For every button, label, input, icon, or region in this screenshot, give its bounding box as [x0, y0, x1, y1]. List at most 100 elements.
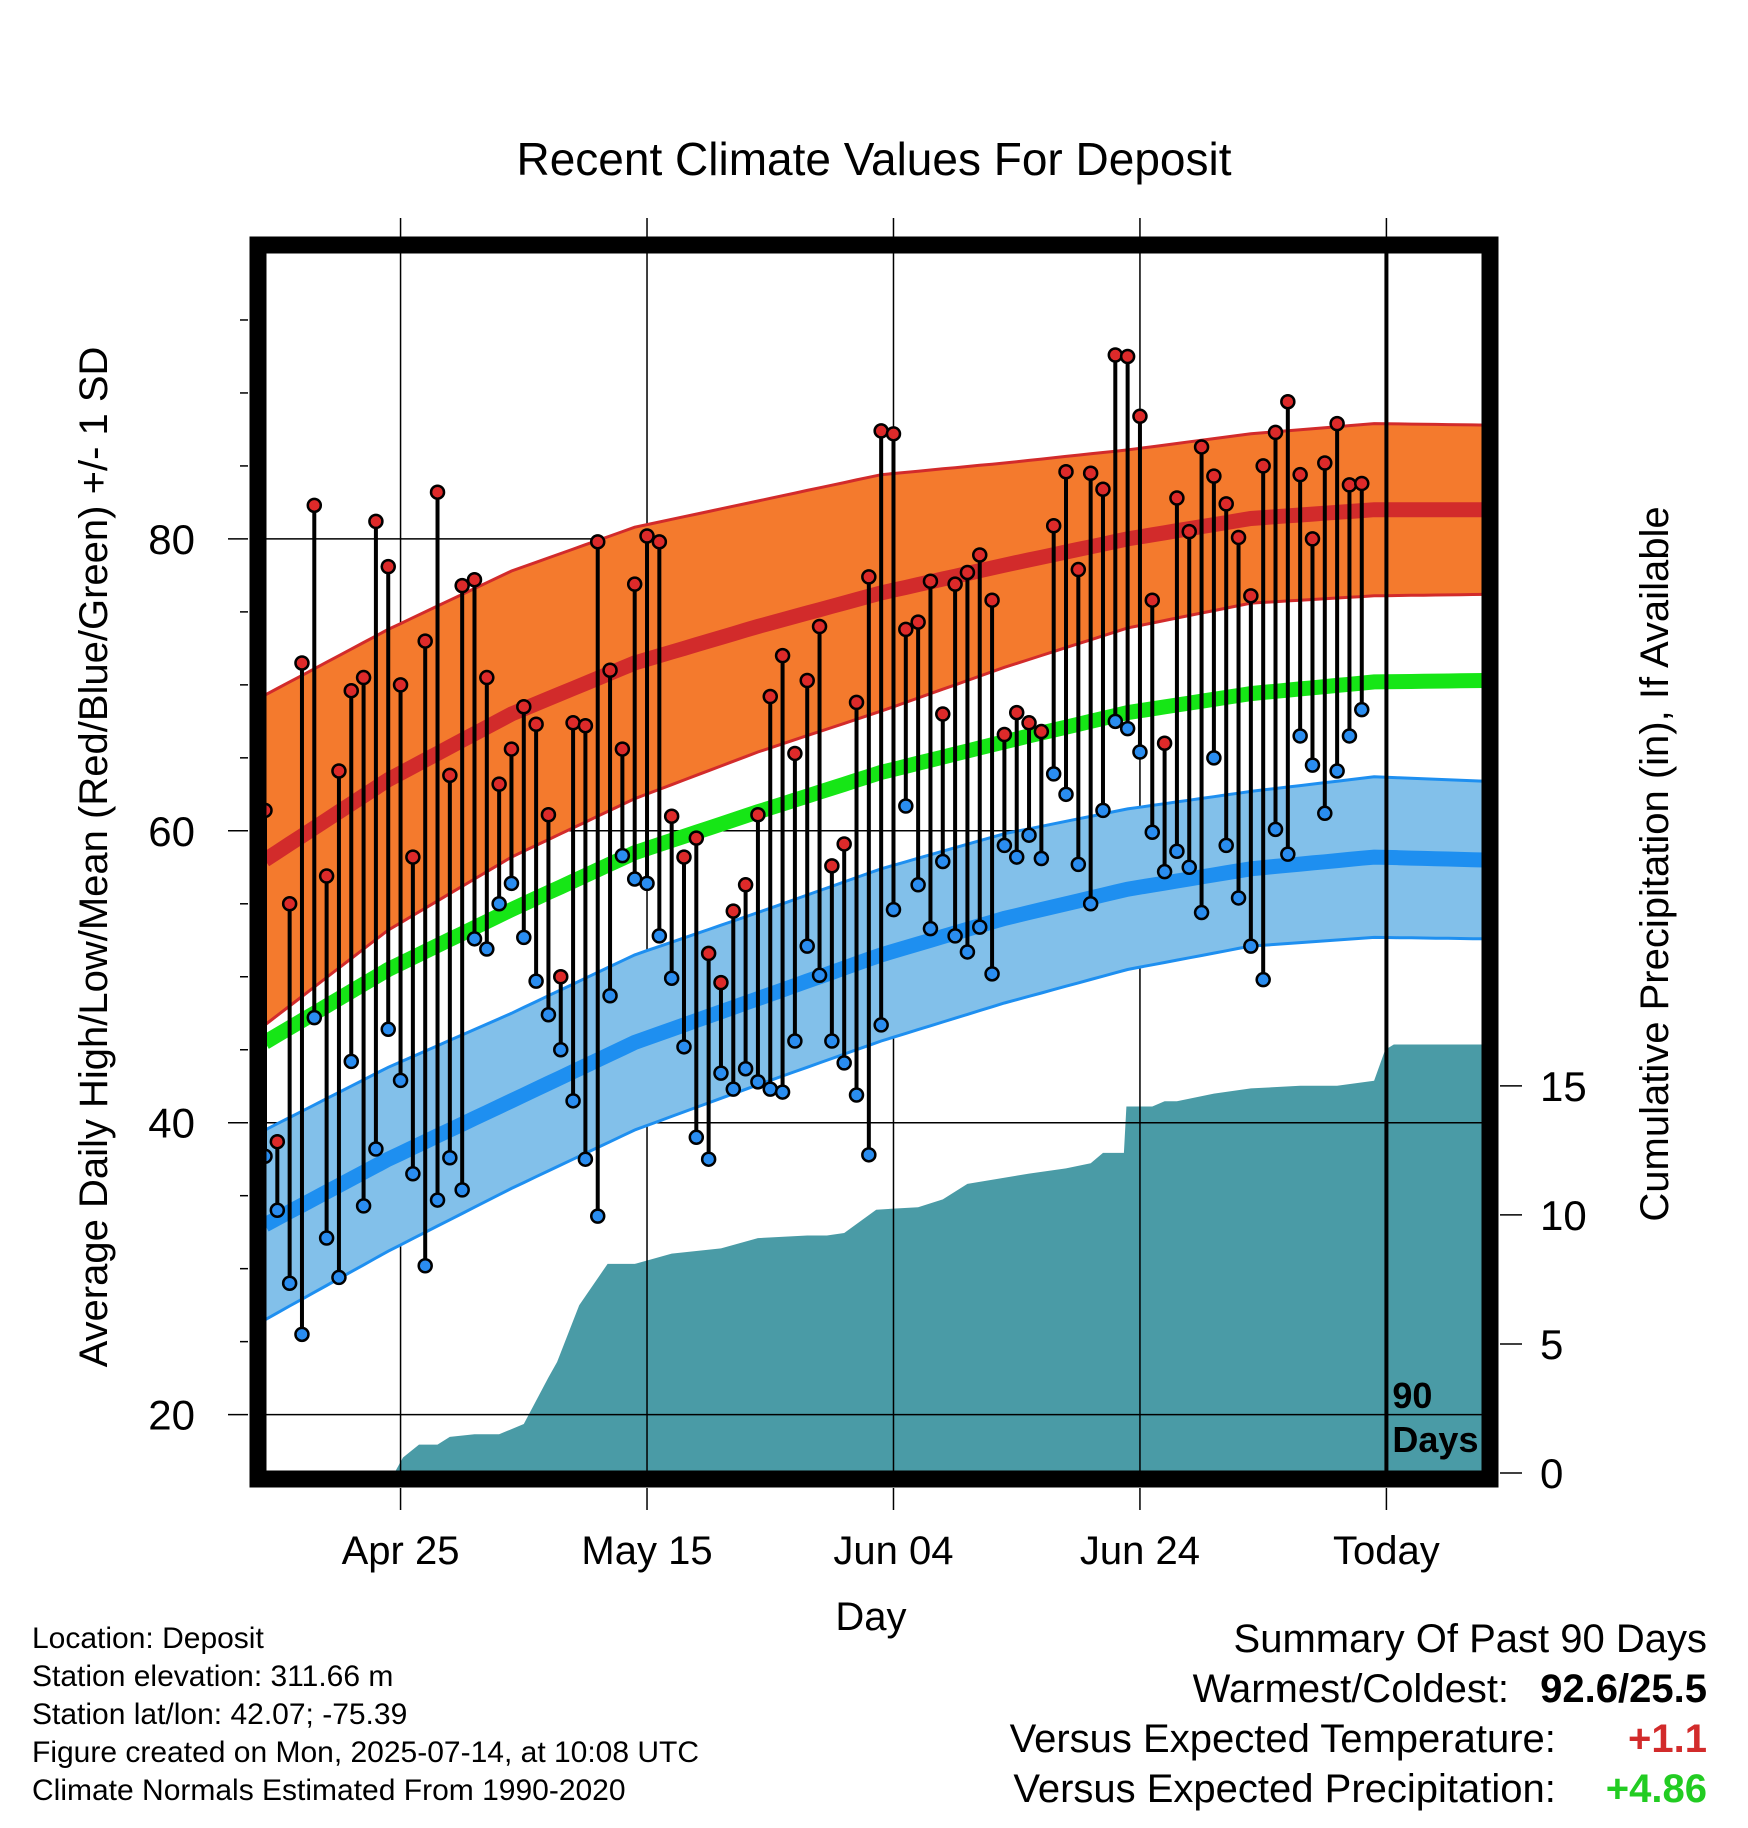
daily-low-point	[959, 944, 976, 960]
y-tick-label: 60	[148, 808, 195, 855]
daily-low-point	[947, 928, 963, 944]
low-band-lower-edge	[265, 935, 1485, 1322]
daily-high-point	[589, 534, 606, 550]
daily-low-point	[848, 1087, 865, 1103]
daily-high-point	[1243, 588, 1259, 604]
daily-low-point	[1119, 720, 1136, 737]
daily-high-point	[811, 618, 828, 635]
summary-precip-value: +4.86	[1605, 1767, 1707, 1811]
y-tick-label: 20	[148, 1392, 195, 1439]
daily-low-point	[1304, 757, 1321, 773]
daily-high-point	[873, 423, 889, 439]
daily-high-point	[1095, 481, 1111, 498]
daily-high-point	[651, 534, 668, 550]
daily-low-point	[713, 1065, 729, 1081]
precip-layer	[265, 1044, 1485, 1473]
daily-low-point	[281, 1275, 298, 1292]
y2-tick-label: 5	[1540, 1321, 1563, 1368]
daily-low-point	[885, 901, 902, 918]
daily-high-point	[996, 726, 1013, 743]
daily-high-point	[799, 672, 815, 689]
daily-high-point	[737, 877, 754, 893]
daily-high-point	[269, 1133, 286, 1150]
daily-low-point	[1292, 728, 1308, 744]
daily-high-point	[602, 662, 618, 679]
daily-high-point	[663, 808, 680, 824]
daily-low-point	[503, 875, 520, 892]
summary-title: Summary Of Past 90 Days	[1233, 1617, 1707, 1661]
daily-high-point	[1341, 477, 1358, 493]
daily-high-point	[553, 969, 569, 985]
station-info: Location: Deposit Station elevation: 311…	[32, 1620, 699, 1810]
daily-high-point	[922, 573, 939, 589]
info-elevation: Station elevation: 311.66 m	[32, 1660, 394, 1693]
daily-low-point	[343, 1053, 360, 1070]
daily-low-point	[589, 1208, 606, 1224]
daily-high-point	[971, 547, 988, 563]
daily-low-point	[1045, 766, 1062, 782]
daily-high-point	[910, 614, 926, 630]
daily-high-point	[1008, 704, 1025, 721]
daily-low-point	[898, 798, 914, 814]
daily-high-point	[676, 849, 692, 865]
daily-high-point	[540, 807, 557, 823]
band-layer	[265, 422, 1485, 1322]
daily-low-point	[540, 1006, 557, 1023]
daily-high-point	[688, 830, 705, 846]
low-sd-band	[265, 776, 1485, 1320]
daily-low-point	[971, 919, 988, 935]
summary-temp: Versus Expected Temperature: +1.1	[1010, 1714, 1707, 1764]
normal-high-line	[265, 502, 1485, 867]
daily-low-point	[935, 853, 951, 870]
summary-warmest-coldest-label: Warmest/Coldest:	[1192, 1667, 1510, 1711]
daily-low-point	[1156, 863, 1173, 880]
today-note-line: 90	[1392, 1375, 1432, 1416]
daily-low-point	[725, 1081, 742, 1097]
daily-low-point	[614, 847, 631, 864]
daily-high-point	[491, 776, 507, 792]
info-normals: Climate Normals Estimated From 1990-2020	[32, 1774, 626, 1807]
daily-low-point	[1255, 971, 1271, 988]
daily-high-point	[1193, 439, 1210, 455]
daily-low-point	[392, 1072, 409, 1089]
plot-frame	[249, 236, 1499, 1488]
daily-high-point	[577, 717, 594, 734]
axis-layer: 20 40 60 80 0 5 10 15 Apr 25 May 15 Jun 04 Jun 24 To…	[148, 218, 1587, 1573]
daily-high-point	[836, 836, 852, 852]
daily-high-point	[1021, 715, 1037, 731]
x-tick-label: Jun 04	[833, 1529, 953, 1573]
daily-low-point	[466, 931, 483, 947]
daily-low-point	[836, 1055, 852, 1071]
daily-low-point	[910, 877, 926, 893]
daily-low-point	[984, 966, 1000, 982]
daily-low-point	[762, 1081, 779, 1097]
daily-high-point	[848, 694, 865, 711]
daily-low-point	[380, 1021, 396, 1038]
daily-high-point	[1169, 490, 1185, 506]
daily-low-point	[1218, 837, 1234, 854]
summary-warmest-coldest-value: 92.6/25.5	[1540, 1667, 1707, 1711]
daily-high-point	[1045, 518, 1062, 534]
daily-low-point	[1317, 805, 1333, 822]
daily-low-point	[737, 1060, 754, 1077]
daily-layer	[265, 347, 1370, 1343]
daily-high-point	[1033, 723, 1050, 740]
daily-high-point	[713, 974, 729, 991]
y2-tick-label: 10	[1540, 1192, 1587, 1239]
daily-low-point	[405, 1166, 421, 1182]
daily-high-point	[516, 699, 532, 715]
daily-high-point	[318, 868, 335, 884]
daily-low-point	[861, 1147, 877, 1163]
y2-tick-label: 0	[1540, 1450, 1563, 1497]
y-tick-label: 80	[148, 516, 195, 563]
daily-low-point	[1021, 827, 1037, 843]
daily-high-point	[725, 903, 742, 919]
daily-high-point	[947, 576, 963, 592]
daily-low-point	[368, 1141, 384, 1157]
high-sd-band	[265, 423, 1485, 1025]
low-band-upper-edge	[265, 775, 1485, 1132]
daily-low-point	[922, 920, 939, 937]
